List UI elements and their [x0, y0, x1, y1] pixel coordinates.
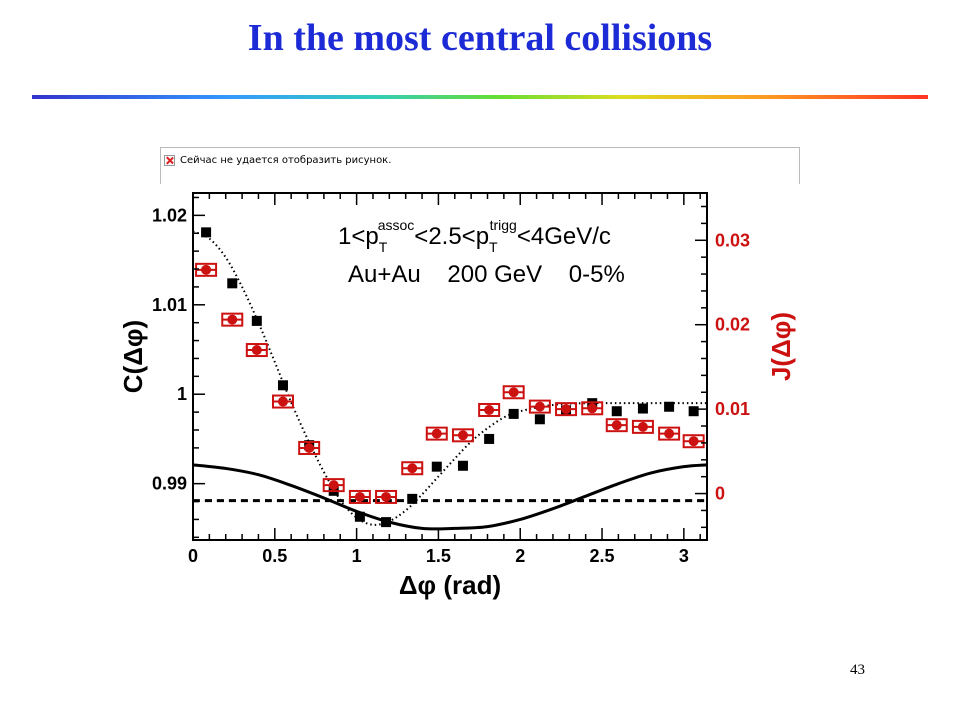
y-left-tick-label: 0.99 [152, 474, 187, 494]
curve-solid [192, 463, 707, 531]
x-tick-label: 3 [679, 546, 689, 566]
red-circle-point [407, 463, 418, 474]
red-circle-point [587, 403, 598, 414]
correlation-plot: 0 0.5 1 1.5 2 2.5 3 0.99 1 1.01 1.02 0 0.01 0.02 0.03 Δ… [100, 184, 820, 604]
y-left-tick-label: 1 [177, 384, 187, 404]
y-right-tick-label: 0.01 [715, 399, 750, 419]
y-right-tick-label: 0 [715, 484, 725, 504]
x-tick-label: 2.5 [590, 546, 615, 566]
x-tick-label: 0.5 [262, 546, 287, 566]
red-circle-point [381, 491, 392, 502]
collision-annotation: Au+Au 200 GeV 0-5% [348, 261, 625, 288]
red-circle-point [561, 404, 572, 415]
ann-1lt: 1<p [338, 223, 379, 250]
black-square-point [201, 227, 212, 238]
red-circle-point [611, 420, 622, 431]
broken-image-placeholder: Сейчас не удается отобразить рисунок. [164, 152, 391, 168]
ann-sup-trigg: trigg [490, 217, 517, 233]
black-square-point [508, 408, 519, 419]
black-square-point [431, 461, 442, 472]
x-tick-label: 0 [188, 546, 198, 566]
ann-sub-T: T [379, 239, 388, 255]
ann-sub-T2: T [489, 239, 498, 255]
broken-image-text: Сейчас не удается отобразить рисунок. [180, 154, 392, 166]
black-square-point [637, 403, 648, 414]
broken-image-icon [164, 154, 175, 166]
black-square-point [484, 433, 495, 444]
red-circle-point [304, 442, 315, 453]
red-circle-point [328, 480, 339, 491]
y-left-axis-label: C(Δφ) [118, 320, 148, 393]
red-circle-point [664, 428, 675, 439]
black-square-point [251, 315, 262, 326]
black-square-point [381, 517, 392, 528]
ann-sup-assoc: assoc [378, 217, 415, 233]
ticks-layer [192, 193, 707, 540]
red-circle-point [534, 401, 545, 412]
markers-layer [195, 227, 705, 528]
plot-frame [192, 192, 708, 541]
x-axis-label: Δφ (rad) [399, 570, 501, 600]
ann-mid: <2.5<p [414, 223, 489, 250]
red-circle-point [354, 491, 365, 502]
black-square-point [534, 414, 545, 425]
y-right-axis-label: J(Δφ) [766, 312, 796, 381]
black-square-point [277, 380, 288, 391]
page-number: 43 [850, 662, 865, 678]
red-circle-point [484, 404, 495, 415]
y-left-tick-label: 1.02 [152, 205, 187, 225]
curves-layer [192, 230, 707, 531]
black-square-point [688, 406, 699, 417]
red-circle-point [227, 314, 238, 325]
black-square-point [227, 278, 238, 289]
y-right-tick-label: 0.02 [715, 315, 750, 335]
black-square-point [407, 493, 418, 504]
black-square-point [664, 401, 675, 412]
x-tick-label: 2 [515, 546, 525, 566]
black-square-point [457, 460, 468, 471]
red-circle-point [251, 345, 262, 356]
labels-layer: 0 0.5 1 1.5 2 2.5 3 0.99 1 1.01 1.02 0 0.01 0.02 0.03 Δ… [118, 205, 796, 600]
red-circle-point [508, 387, 519, 398]
red-circle-point [201, 264, 212, 275]
plot-svg: 0 0.5 1 1.5 2 2.5 3 0.99 1 1.01 1.02 0 0.01 0.02 0.03 Δ… [118, 192, 796, 600]
red-circle-point [457, 430, 468, 441]
red-circle-point [688, 436, 699, 447]
black-square-point [354, 511, 365, 522]
slide-title: In the most central collisions [247, 17, 713, 59]
x-tick-label: 1.5 [426, 546, 451, 566]
ann-end: <4GeV/c [517, 223, 611, 250]
kinematics-annotation: 1<pTassoc<2.5<pTtrigg<4GeV/c [338, 217, 611, 255]
red-circle-point [637, 421, 648, 432]
red-circle-point [431, 428, 442, 439]
red-circle-point [277, 396, 288, 407]
black-square-point [611, 406, 622, 417]
title-divider [32, 95, 928, 99]
y-right-tick-label: 0.03 [715, 230, 750, 250]
y-left-tick-label: 1.01 [152, 295, 187, 315]
x-tick-label: 1 [352, 546, 362, 566]
